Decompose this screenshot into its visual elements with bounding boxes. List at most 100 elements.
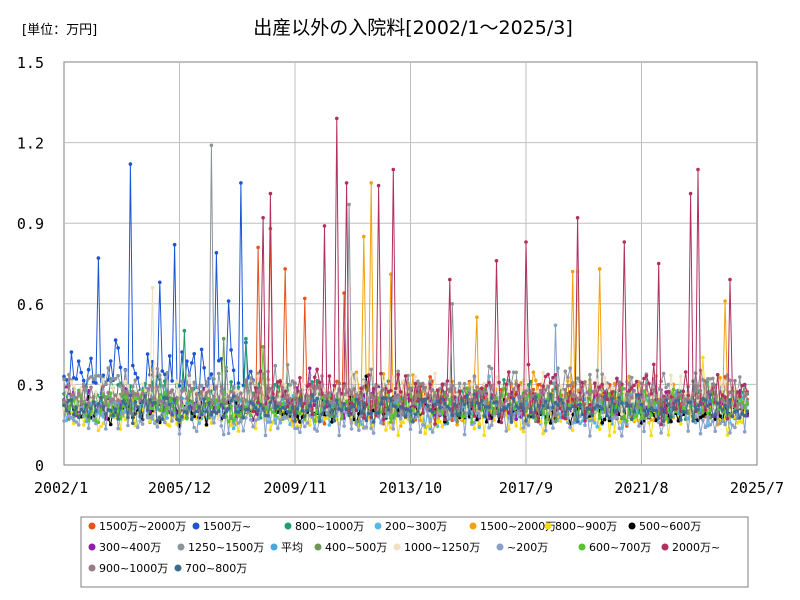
data-point [224, 409, 228, 413]
data-point [602, 417, 607, 422]
data-point [423, 385, 428, 390]
data-point [354, 397, 359, 402]
data-point [421, 423, 425, 427]
data-point [467, 411, 472, 416]
data-point [167, 354, 172, 358]
data-point [335, 398, 339, 403]
data-point [256, 245, 260, 250]
data-point [398, 416, 403, 421]
data-point [285, 404, 290, 409]
data-point [182, 387, 187, 392]
data-point [607, 416, 612, 421]
data-point [745, 391, 749, 396]
data-point [133, 378, 138, 383]
data-point [246, 407, 251, 412]
data-point [615, 415, 619, 420]
data-point [293, 381, 297, 385]
data-point [317, 419, 322, 424]
data-point [398, 390, 403, 394]
data-point [376, 396, 381, 400]
data-point [155, 418, 160, 423]
data-point [121, 404, 125, 409]
data-point [644, 402, 649, 406]
data-point [448, 417, 452, 421]
data-point [327, 374, 332, 378]
data-point [187, 383, 192, 388]
data-point [194, 392, 199, 396]
data-point [280, 386, 285, 390]
data-point [693, 384, 698, 388]
data-point [209, 372, 214, 376]
data-point [514, 382, 518, 386]
data-point [403, 397, 408, 401]
data-point [74, 377, 79, 381]
data-point [126, 415, 130, 420]
data-point [627, 404, 631, 408]
data-point [696, 407, 700, 412]
data-point [718, 405, 722, 409]
data-point [192, 407, 196, 411]
data-point [615, 408, 619, 413]
data-point [300, 419, 305, 424]
data-point [475, 385, 479, 390]
data-point [521, 406, 526, 411]
data-point [428, 379, 433, 384]
data-point [253, 396, 258, 400]
data-point [91, 400, 96, 405]
data-point [180, 403, 184, 407]
data-point [738, 416, 742, 420]
data-point [108, 408, 113, 413]
legend-marker [177, 543, 185, 551]
data-point [123, 379, 128, 384]
data-point [163, 390, 167, 395]
data-point [629, 375, 634, 380]
data-point [494, 259, 499, 263]
data-point [617, 381, 622, 386]
data-point [595, 425, 600, 429]
data-point [610, 413, 614, 417]
data-point [686, 429, 690, 433]
data-point [113, 407, 118, 412]
data-point [484, 402, 489, 407]
data-point [62, 398, 66, 403]
x-tick-label: 2021/8 [614, 479, 668, 497]
legend-marker [628, 522, 636, 530]
data-point [430, 410, 435, 414]
data-point [312, 427, 317, 431]
data-point [99, 424, 103, 429]
data-point [457, 381, 462, 386]
data-point [389, 396, 393, 401]
data-point [131, 384, 135, 389]
data-point [366, 387, 371, 392]
data-point [214, 411, 219, 415]
data-point [244, 378, 248, 383]
data-point [283, 383, 288, 387]
data-point [607, 433, 612, 438]
data-point [507, 402, 511, 407]
data-point [507, 370, 511, 374]
data-point [433, 394, 437, 398]
data-point [135, 425, 140, 430]
legend-label: 1250~1500万 [188, 541, 264, 554]
data-point [713, 417, 717, 422]
data-point [610, 390, 614, 395]
data-point [226, 419, 231, 424]
data-point [443, 417, 447, 422]
data-point [253, 426, 258, 431]
data-point [524, 409, 528, 414]
data-point [194, 388, 199, 393]
data-point [312, 375, 317, 380]
data-point [583, 423, 587, 428]
data-point [418, 418, 423, 423]
data-point [177, 410, 182, 414]
data-point [625, 419, 629, 423]
data-point [531, 415, 536, 419]
data-point [440, 411, 445, 416]
data-point [167, 424, 172, 428]
data-point [172, 411, 177, 415]
data-point [352, 404, 356, 409]
data-point [625, 392, 629, 396]
data-point [656, 416, 661, 421]
data-point [546, 405, 550, 410]
data-point [455, 419, 460, 424]
